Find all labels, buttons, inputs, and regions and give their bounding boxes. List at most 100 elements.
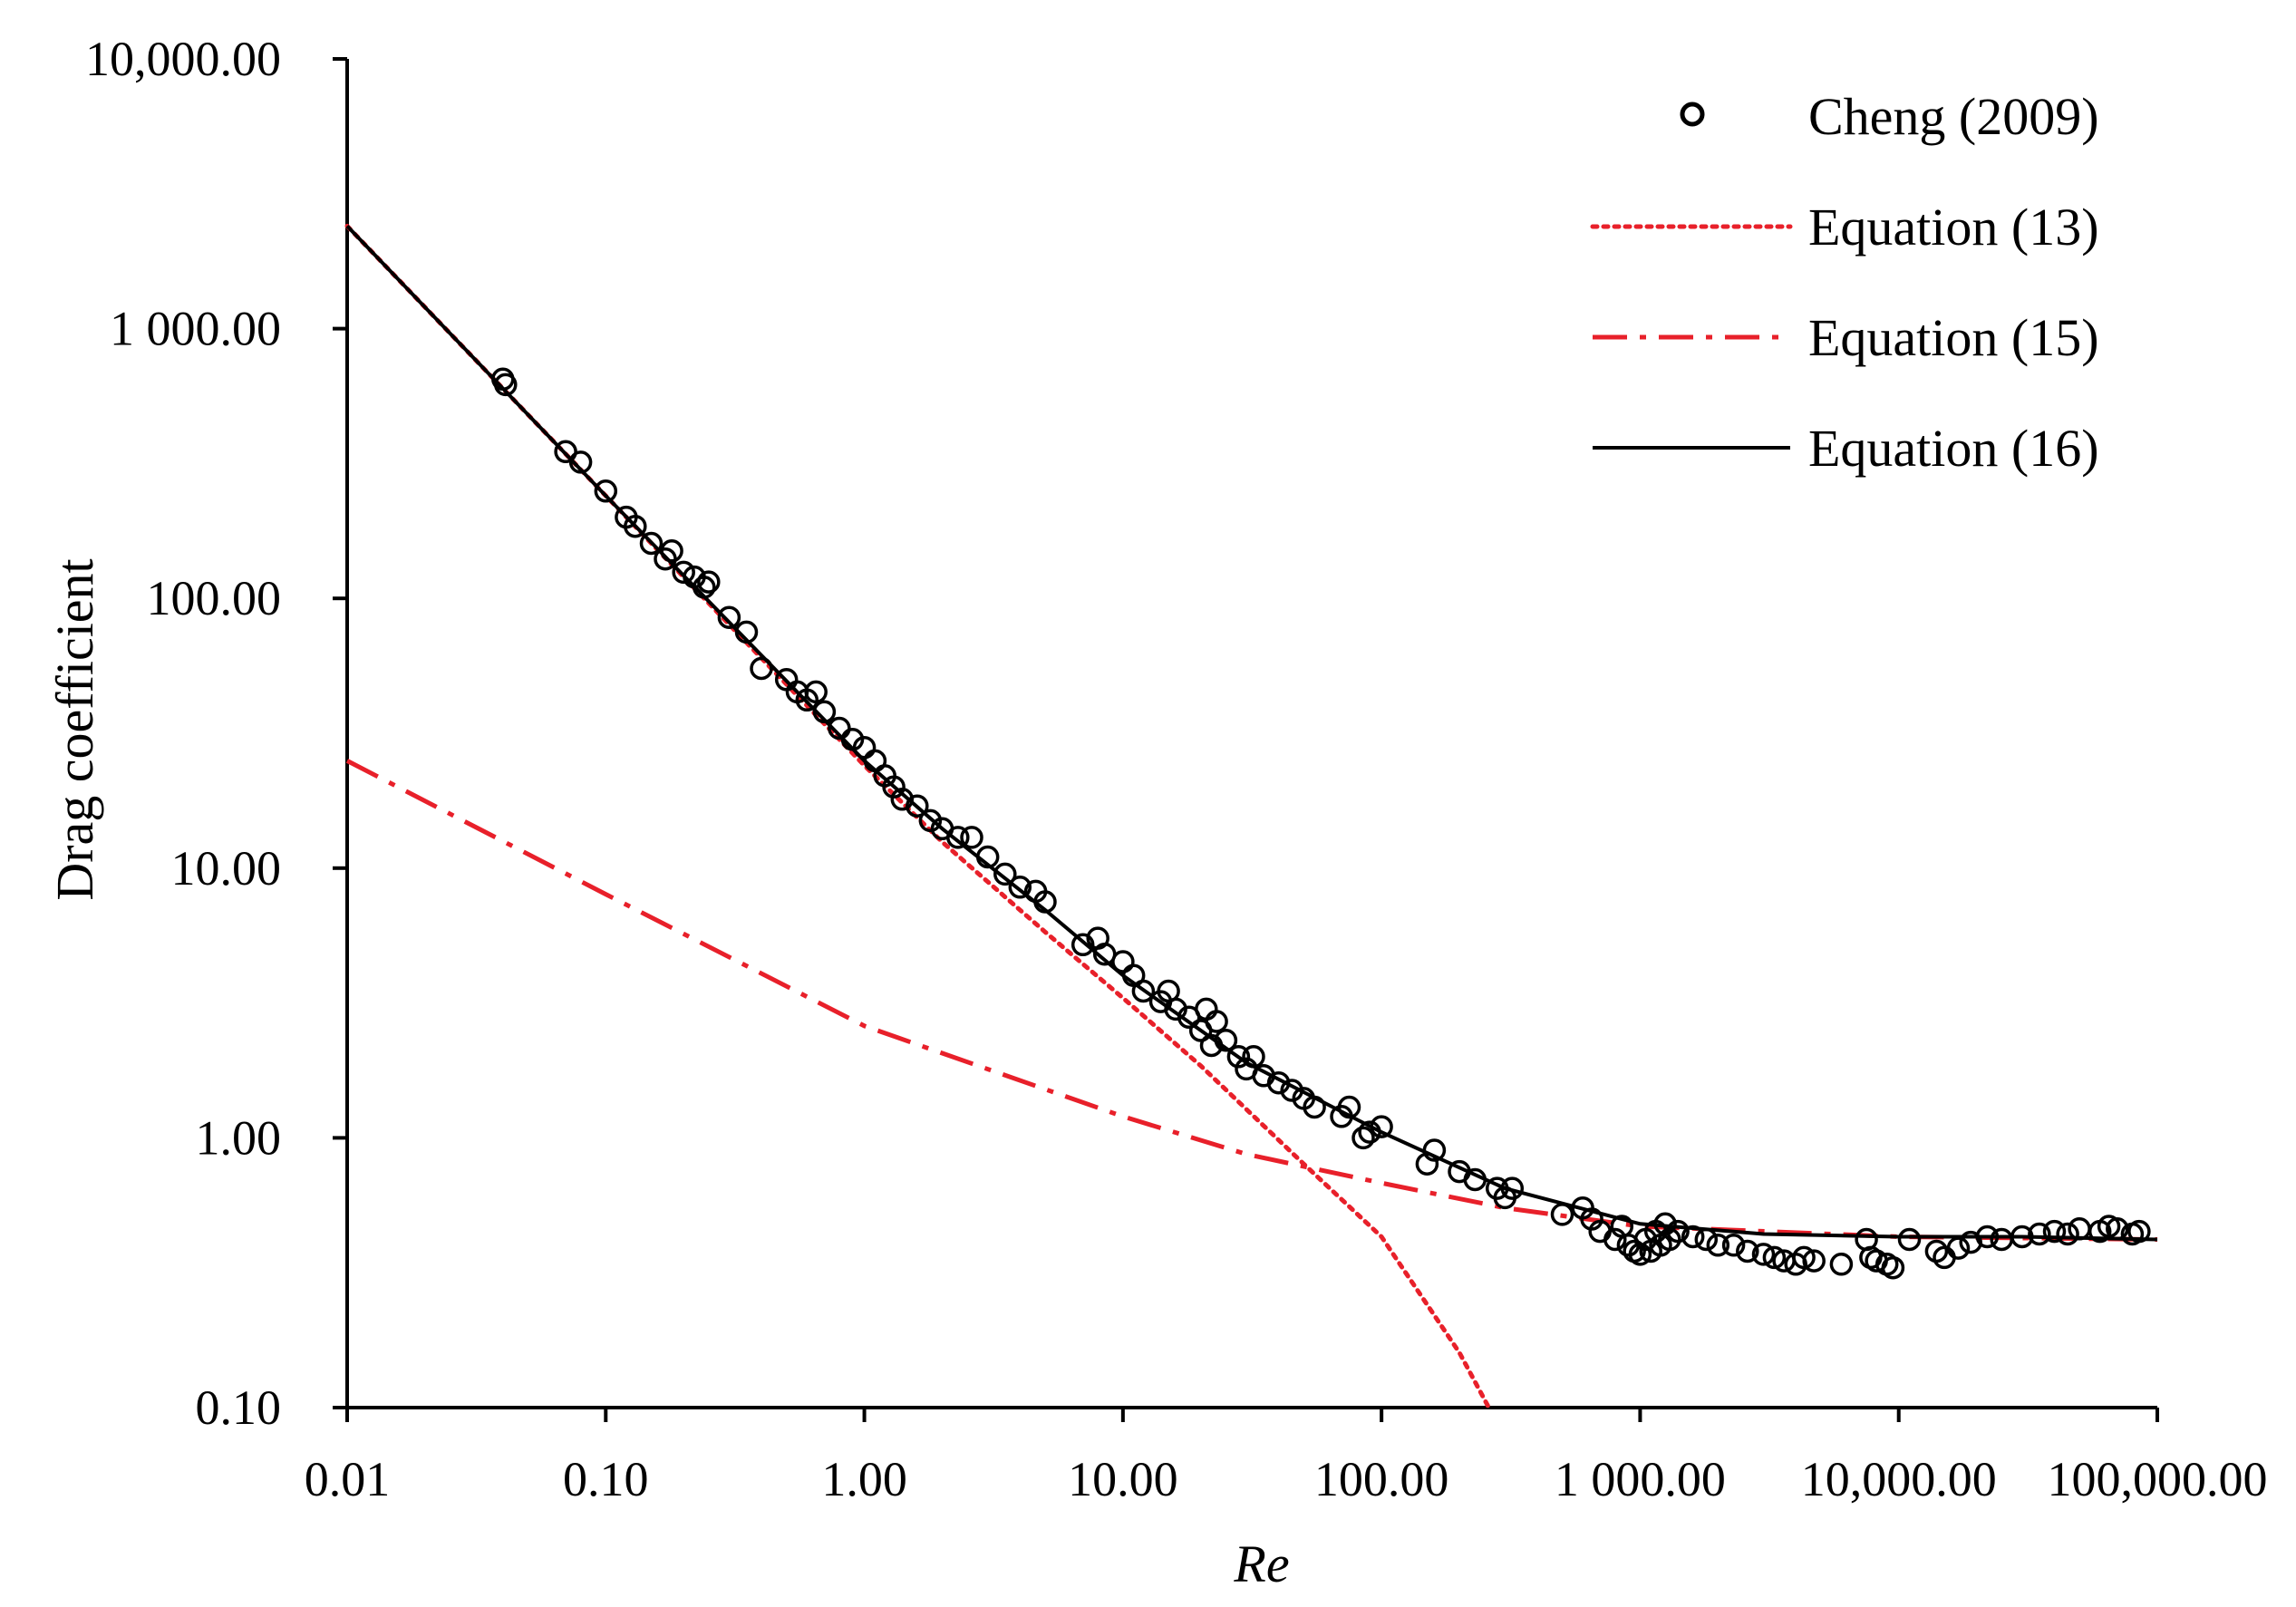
x-tick-label: 0.01 [305, 1452, 391, 1506]
data-point-cheng-2009 [1070, 933, 1095, 957]
data-point-cheng-2009 [1736, 1239, 1759, 1263]
x-tick-label: 100.00 [1314, 1452, 1449, 1506]
data-point-cheng-2009 [693, 576, 716, 599]
data-point-cheng-2009 [975, 845, 1000, 869]
series-line-equation-15 [345, 759, 2158, 1242]
data-point-cheng-2009 [804, 680, 828, 704]
x-axis-title: Re [1233, 1534, 1289, 1593]
data-point-cheng-2009 [1694, 1227, 1719, 1252]
data-point-cheng-2009 [660, 539, 683, 563]
data-point-cheng-2009 [1199, 1033, 1224, 1058]
data-point-cheng-2009 [1653, 1212, 1677, 1236]
data-point-cheng-2009 [1131, 979, 1156, 1003]
x-tick-label: 10,000.00 [1801, 1452, 1997, 1506]
data-point-cheng-2009 [840, 728, 865, 751]
data-point-cheng-2009 [734, 620, 759, 644]
data-point-cheng-2009 [1829, 1253, 1854, 1276]
data-point-cheng-2009 [906, 794, 929, 818]
data-point-cheng-2009 [1628, 1243, 1652, 1266]
data-point-cheng-2009 [946, 826, 970, 849]
data-point-cheng-2009 [2068, 1217, 2091, 1241]
legend-label-equation-16: Equation (16) [1808, 419, 2099, 478]
data-point-cheng-2009 [1008, 876, 1032, 899]
series-lines [344, 223, 2158, 1410]
data-point-cheng-2009 [624, 514, 647, 538]
y-tick-label: 100.00 [147, 571, 282, 625]
data-point-cheng-2009 [1500, 1176, 1525, 1200]
data-point-cheng-2009 [1603, 1227, 1627, 1252]
data-point-cheng-2009 [1266, 1070, 1291, 1095]
data-point-cheng-2009 [1550, 1203, 1574, 1226]
data-point-cheng-2009 [1033, 890, 1057, 914]
legend-label-equation-15: Equation (15) [1808, 308, 2099, 367]
data-point-cheng-2009 [1303, 1095, 1326, 1119]
series-points [491, 367, 2151, 1280]
data-point-cheng-2009 [1280, 1079, 1303, 1102]
data-point-cheng-2009 [639, 531, 664, 556]
data-point-cheng-2009 [1205, 1010, 1228, 1033]
legend-label-equation-13: Equation (13) [1808, 198, 2099, 257]
data-point-cheng-2009 [1422, 1138, 1447, 1162]
x-tick-label: 10.00 [1068, 1452, 1178, 1506]
data-point-cheng-2009 [2042, 1219, 2067, 1244]
data-point-cheng-2009 [750, 656, 773, 681]
data-point-cheng-2009 [890, 788, 915, 811]
data-point-cheng-2009 [717, 605, 741, 629]
y-tick-label: 1 000.00 [110, 302, 281, 356]
data-point-cheng-2009 [2010, 1225, 2034, 1249]
data-point-cheng-2009 [594, 479, 618, 503]
y-axis-title: Drag coefficient [45, 558, 104, 900]
y-tick-label: 0.10 [196, 1380, 282, 1435]
data-point-cheng-2009 [554, 440, 577, 464]
data-point-cheng-2009 [1337, 1095, 1361, 1119]
data-point-cheng-2009 [1214, 1028, 1238, 1052]
series-line-equation-16 [345, 225, 2158, 1242]
data-point-cheng-2009 [1706, 1234, 1730, 1257]
y-tick-label: 1.00 [196, 1110, 282, 1165]
data-point-cheng-2009 [1946, 1236, 1971, 1260]
data-point-cheng-2009 [1415, 1152, 1439, 1176]
data-point-cheng-2009 [2056, 1222, 2079, 1246]
x-tick-label: 0.10 [563, 1452, 649, 1506]
data-point-cheng-2009 [1792, 1245, 1816, 1270]
data-point-cheng-2009 [1358, 1120, 1381, 1144]
axis-ticks: 0.01 0.10 1.00 10.00 100.00 1 000.00 10,000.00… [85, 32, 2268, 1506]
data-point-cheng-2009 [494, 373, 518, 397]
data-point-cheng-2009 [568, 450, 593, 474]
data-point-cheng-2009 [1802, 1249, 1826, 1273]
data-point-cheng-2009 [1242, 1045, 1265, 1069]
y-tick-label: 10,000.00 [85, 32, 281, 86]
data-point-cheng-2009 [1681, 1225, 1705, 1249]
legend-label-cheng-2009: Cheng (2009) [1808, 87, 2099, 146]
data-point-cheng-2009 [1751, 1243, 1776, 1266]
data-point-cheng-2009 [2106, 1217, 2129, 1241]
x-tick-label: 100,000.00 [2048, 1452, 2268, 1506]
legend: Cheng (2009) Equation (13) Equation (15) Eq… [1590, 87, 2099, 478]
data-point-cheng-2009 [918, 808, 943, 833]
data-point-cheng-2009 [1370, 1115, 1393, 1138]
x-tick-label: 1 000.00 [1555, 1452, 1726, 1506]
data-point-cheng-2009 [2028, 1222, 2051, 1246]
data-point-cheng-2009 [828, 716, 851, 741]
data-point-cheng-2009 [2127, 1219, 2151, 1244]
data-point-cheng-2009 [1762, 1245, 1787, 1270]
data-point-cheng-2009 [960, 826, 983, 849]
data-point-cheng-2009 [697, 570, 721, 594]
x-tick-label: 1.00 [821, 1452, 907, 1506]
data-point-cheng-2009 [1721, 1234, 1746, 1257]
y-tick-label: 10.00 [171, 841, 282, 895]
plot-area [345, 59, 2157, 1409]
data-point-cheng-2009 [812, 700, 837, 724]
data-point-cheng-2009 [1111, 950, 1135, 973]
legend-marker-cheng-2009 [1680, 102, 1705, 127]
data-point-cheng-2009 [1351, 1126, 1375, 1150]
data-point-cheng-2009 [1897, 1227, 1922, 1252]
data-point-cheng-2009 [1975, 1225, 2000, 1249]
data-point-cheng-2009 [993, 862, 1017, 886]
data-point-cheng-2009 [1226, 1045, 1251, 1069]
data-point-cheng-2009 [1666, 1219, 1690, 1244]
data-point-cheng-2009 [1463, 1167, 1487, 1192]
data-point-cheng-2009 [672, 560, 695, 585]
data-point-cheng-2009 [1881, 1255, 1905, 1280]
